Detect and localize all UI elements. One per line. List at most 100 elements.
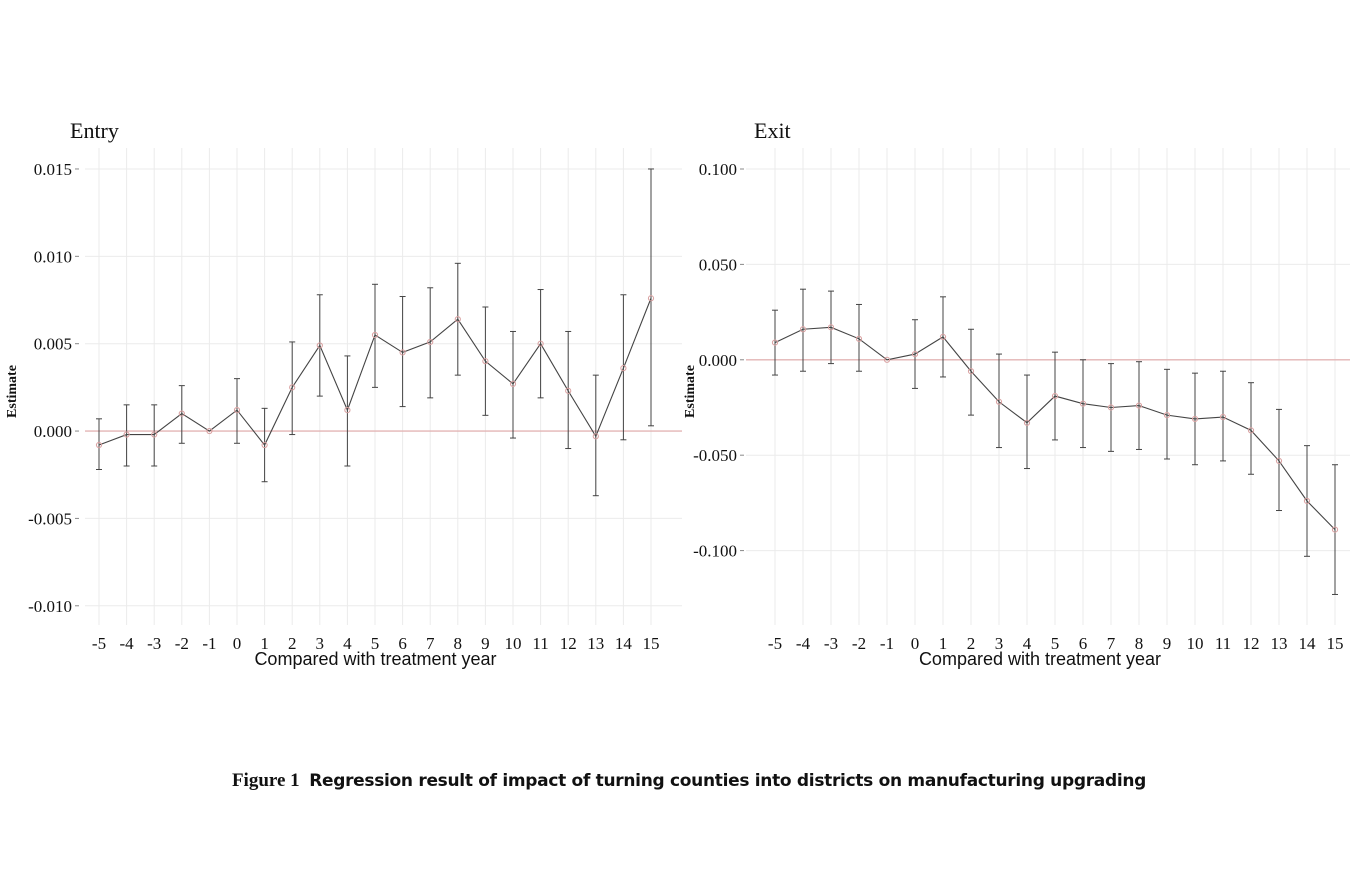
y-tick-label: 0.010 [34,247,72,266]
data-point [454,316,461,323]
y-tick-label: -0.100 [693,542,737,561]
x-tick-label: 10 [1187,634,1204,653]
data-point [1331,526,1339,533]
panel-entry: 0.015 0.010 0.005 0.000 -0.005 -0.010 -5 -4 -3 -2… [5,118,682,669]
x-tick-label: 4 [343,634,352,653]
data-point [151,431,158,438]
x-tick-label: 4 [1023,634,1032,653]
series-line [774,326,1336,530]
x-tick-label: -3 [147,634,161,653]
x-tick-label: 8 [454,634,463,653]
y-tick-label: 0.005 [34,335,72,354]
y-tick-label: -0.010 [28,597,72,616]
x-tick-label: -1 [202,634,216,653]
data-point [592,433,599,440]
data-point [95,441,103,449]
x-tick-label: 7 [1107,634,1116,653]
x-tick-label: 2 [967,634,976,653]
x-tick-label: 7 [426,634,435,653]
data-point [371,331,379,339]
y-axis-title: Estimate [683,365,698,418]
x-tick-label: -4 [120,634,135,653]
data-point [1051,392,1059,400]
data-point [509,380,517,387]
y-tick-label: 0.000 [699,351,737,370]
data-point [1219,413,1227,421]
data-point [911,350,919,358]
data-point [482,358,489,365]
x-tick-label: 5 [371,634,380,653]
x-tick-label: 5 [1051,634,1060,653]
caption-text: Regression result of impact of turning c… [309,771,1147,791]
data-point [1303,497,1311,505]
x-tick-label: 9 [1163,634,1172,653]
x-tick-label: 0 [233,634,242,653]
data-point [206,427,213,435]
data-point [771,339,779,346]
x-tick-label: -1 [880,634,894,653]
data-point [399,349,406,356]
data-point [620,365,627,372]
x-axis-title: Compared with treatment year [254,649,496,669]
y-tick-label: -0.050 [693,446,737,465]
data-point [123,431,130,438]
figure-caption: Figure 1 Regression result of impact of … [0,770,1370,792]
y-tick-label: 0.015 [34,160,72,179]
panel-title: Exit [754,118,791,143]
y-tick-label: -0.005 [28,509,72,528]
x-axis-title: Compared with treatment year [919,649,1161,669]
data-point [647,295,655,302]
x-tick-label: 10 [505,634,522,653]
x-tick-label: 12 [1243,634,1260,653]
x-tick-label: -2 [175,634,189,653]
x-tick-label: 1 [260,634,269,653]
data-point [1191,415,1199,423]
x-tick-label: 9 [481,634,490,653]
x-tick-label: 14 [615,634,633,653]
data-point [1107,404,1115,411]
data-point [565,387,572,394]
y-tick-label: 0.000 [34,422,72,441]
data-point [883,356,891,363]
x-tick-label: 8 [1135,634,1144,653]
x-tick-label: -5 [92,634,106,653]
series-line [98,298,652,447]
y-tick-label: 0.100 [699,160,737,179]
x-tick-label: 13 [1271,634,1288,653]
data-point [537,340,544,347]
x-tick-label: 6 [1079,634,1088,653]
x-tick-label: -4 [796,634,811,653]
data-point [827,324,835,331]
x-tick-label: 13 [587,634,604,653]
data-point [1079,400,1087,407]
x-tick-label: 11 [532,634,548,653]
x-tick-label: 12 [560,634,577,653]
data-point [178,410,185,417]
data-point [855,335,863,342]
x-tick-label: 0 [911,634,920,653]
x-tick-label: 2 [288,634,297,653]
figure-label: Figure 1 [231,770,300,791]
x-tick-label: 1 [939,634,948,653]
data-point [344,406,351,414]
data-point [1163,412,1171,419]
data-point [233,406,241,414]
data-point [799,326,807,333]
x-tick-label: 11 [1215,634,1231,653]
x-tick-label: -3 [824,634,838,653]
data-point [1275,457,1283,465]
data-point [427,338,434,346]
x-tick-label: 6 [398,634,407,653]
x-tick-label: 3 [316,634,325,653]
x-tick-label: 14 [1299,634,1317,653]
x-tick-label: -2 [852,634,866,653]
x-tick-label: 15 [643,634,660,653]
x-tick-label: 15 [1327,634,1344,653]
x-tick-label: -5 [768,634,782,653]
data-point [995,398,1003,405]
x-tick-label: 3 [995,634,1004,653]
y-axis-title: Estimate [5,365,20,418]
data-point [1135,402,1143,409]
